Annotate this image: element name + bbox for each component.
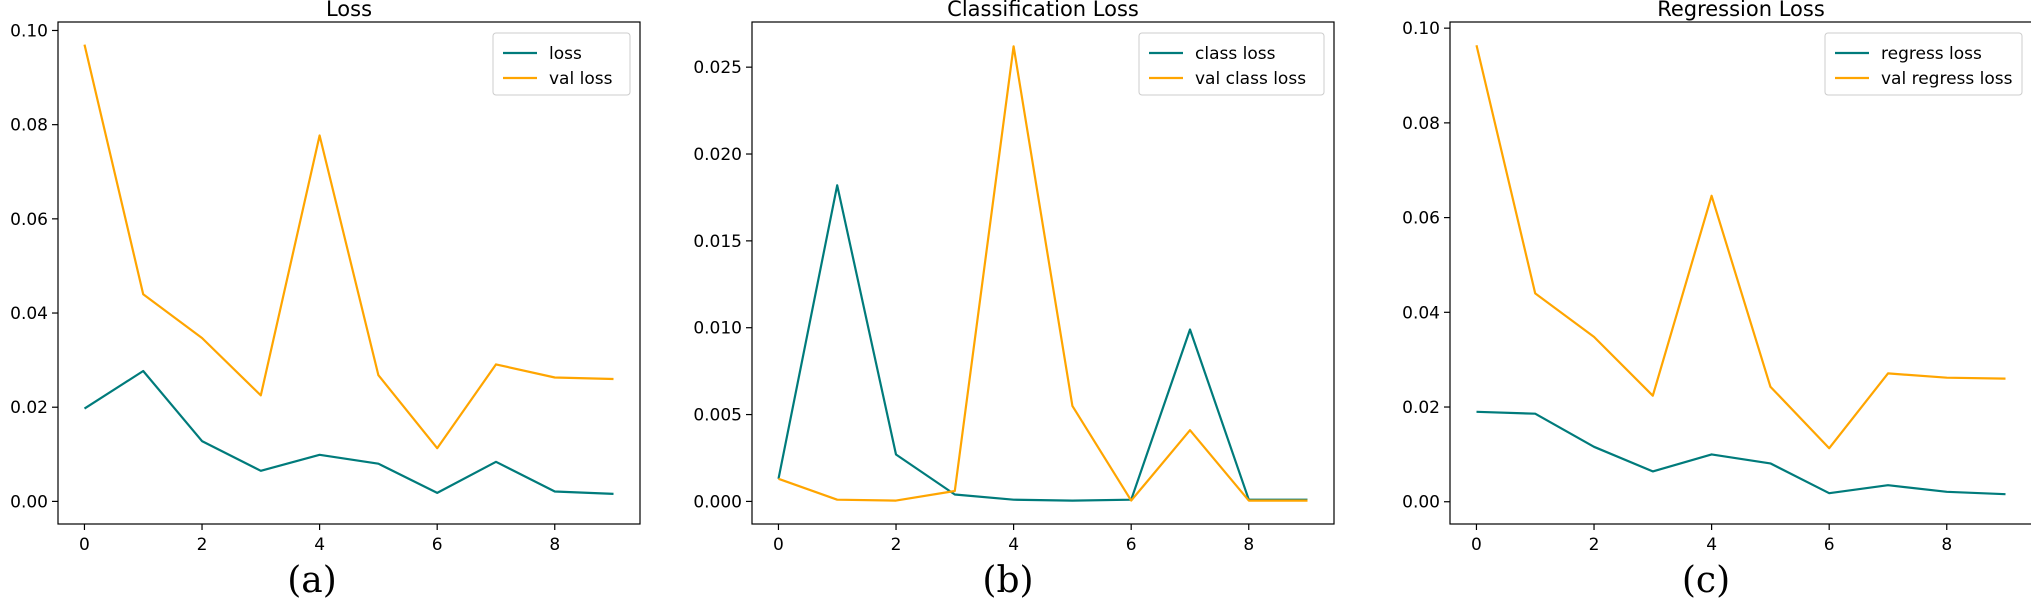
plot-frame xyxy=(1449,21,2031,525)
chart-title: Loss xyxy=(326,0,372,21)
x-tick-label: 4 xyxy=(1008,535,1019,555)
y-tick-label: 0.06 xyxy=(10,210,48,230)
series-line-val-regress-loss xyxy=(1475,44,2006,450)
series-line-class-loss xyxy=(777,184,1308,502)
caption-a: (a) xyxy=(287,560,337,601)
x-tick-label: 8 xyxy=(1941,535,1952,555)
chart-panel-b: Classification Loss 0 2 4 6 8 0.000 0.005 0.010 0… xyxy=(693,0,1335,555)
legend-label: val class loss xyxy=(1195,69,1306,89)
chart-panel-a: Loss 0 2 4 6 8 0.00 0.02 0.04 0.06 0.08 0.10 loss val… xyxy=(10,0,641,555)
x-tick-label: 2 xyxy=(197,535,208,555)
y-tick-label: 0.00 xyxy=(1402,493,1440,513)
legend-label: regress loss xyxy=(1881,44,1982,64)
y-tick-label: 0.02 xyxy=(10,398,48,418)
y-tick-label: 0.10 xyxy=(10,21,48,41)
y-tick-label: 0.02 xyxy=(1402,398,1440,418)
y-tick-label: 0.015 xyxy=(693,232,742,252)
x-tick-label: 8 xyxy=(549,535,560,555)
chart-title: Classification Loss xyxy=(947,0,1139,21)
series-line-val-loss xyxy=(83,44,614,450)
x-tick-label: 4 xyxy=(1706,535,1717,555)
x-tick-label: 6 xyxy=(432,535,443,555)
plot-frame xyxy=(57,21,641,525)
chart-panel-c: Regression Loss 0 2 4 6 8 0.00 0.02 0.04 0.06 0.08… xyxy=(1402,0,2031,555)
y-tick-label: 0.005 xyxy=(693,406,742,426)
series-line-loss xyxy=(83,369,614,495)
caption-c: (c) xyxy=(1682,560,1730,601)
y-tick-label: 0.08 xyxy=(1402,114,1440,134)
legend-box xyxy=(1138,32,1325,96)
caption-b: (b) xyxy=(982,560,1033,601)
y-tick-label: 0.08 xyxy=(10,116,48,136)
y-tick-label: 0.06 xyxy=(1402,209,1440,229)
y-tick-label: 0.020 xyxy=(693,145,742,165)
series-line-regress-loss xyxy=(1476,410,2006,496)
y-tick-label: 0.000 xyxy=(693,492,742,512)
x-tick-label: 6 xyxy=(1824,535,1835,555)
x-tick-label: 0 xyxy=(79,535,90,555)
legend: class loss val class loss xyxy=(1138,32,1325,96)
y-tick-label: 0.025 xyxy=(693,58,742,78)
y-tick-label: 0.010 xyxy=(693,319,742,339)
x-tick-label: 0 xyxy=(1471,535,1482,555)
chart-panels: Loss 0 2 4 6 8 0.00 0.02 0.04 0.06 0.08 0.10 loss val… xyxy=(10,0,2031,555)
series-line-val-class-loss xyxy=(778,45,1308,502)
y-tick-label: 0.04 xyxy=(1402,303,1440,323)
legend-label: loss xyxy=(549,44,582,64)
x-tick-label: 2 xyxy=(1589,535,1600,555)
legend-label: val regress loss xyxy=(1881,69,2013,89)
legend: loss val loss xyxy=(492,32,631,96)
x-tick-label: 8 xyxy=(1243,535,1254,555)
chart-title: Regression Loss xyxy=(1657,0,1825,21)
y-tick-label: 0.10 xyxy=(1402,19,1440,39)
x-tick-label: 6 xyxy=(1126,535,1137,555)
legend-label: class loss xyxy=(1195,44,1276,64)
legend: regress loss val regress loss xyxy=(1824,32,2023,96)
x-tick-label: 4 xyxy=(314,535,325,555)
y-tick-label: 0.00 xyxy=(10,492,48,512)
x-tick-label: 2 xyxy=(891,535,902,555)
legend-box xyxy=(492,32,631,96)
legend-box xyxy=(1824,32,2023,96)
x-tick-label: 0 xyxy=(773,535,784,555)
legend-label: val loss xyxy=(549,69,613,89)
plot-frame xyxy=(751,21,1335,525)
y-tick-label: 0.04 xyxy=(10,304,48,324)
